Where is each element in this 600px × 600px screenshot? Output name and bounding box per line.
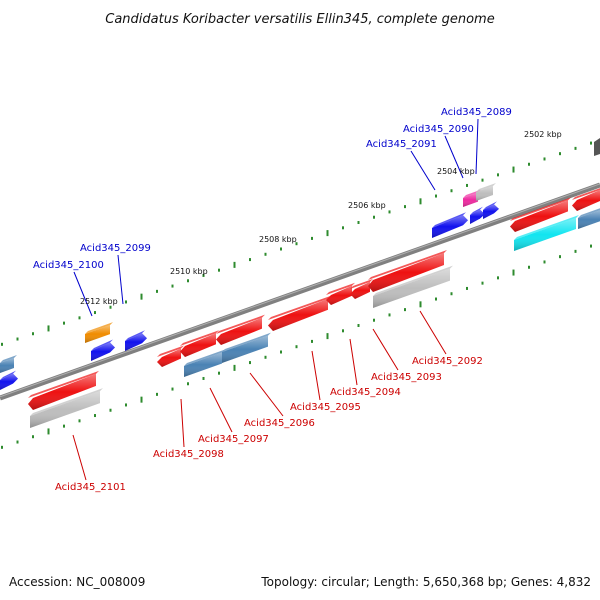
gene-acid345-2089[interactable]	[476, 182, 496, 201]
gene-label-acid345-2092[interactable]: Acid345_2092	[412, 356, 483, 367]
gene-label-acid345-2099[interactable]: Acid345_2099	[80, 243, 151, 254]
tick-dots	[1, 141, 592, 449]
gene-label-acid345-2090[interactable]: Acid345_2090	[403, 124, 474, 135]
gene-label-acid345-2093[interactable]: Acid345_2093	[371, 372, 442, 383]
leader-line	[475, 118, 479, 175]
gene-right-red-2[interactable]	[572, 187, 600, 211]
leader-line	[209, 387, 233, 433]
backbone-highlight	[0, 183, 600, 398]
gene-label-acid345-2098[interactable]: Acid345_2098	[153, 449, 224, 460]
gene-acid345-2095[interactable]	[268, 295, 331, 331]
gene-acid345-2097-steel[interactable]	[184, 349, 225, 377]
leader-line	[72, 434, 87, 481]
gene-label-acid345-2094[interactable]: Acid345_2094	[330, 387, 401, 398]
leader-line	[349, 338, 358, 386]
leader-line	[117, 254, 124, 305]
leader-line	[419, 310, 447, 355]
gene-acid345-2101[interactable]	[28, 370, 99, 410]
backbone-line	[0, 182, 600, 401]
leader-line	[444, 135, 464, 179]
gene-label-acid345-2100[interactable]: Acid345_2100	[33, 260, 104, 271]
tick-label-2504: 2504 kbp	[437, 167, 475, 176]
gene-acid345-2090-b[interactable]	[470, 206, 485, 224]
gene-acid345-2099-a[interactable]	[91, 339, 115, 361]
gene-acid345-2100[interactable]	[85, 322, 113, 343]
gene-left-blue[interactable]	[0, 370, 18, 390]
label-leaders	[72, 118, 479, 481]
gene-label-acid345-2091[interactable]: Acid345_2091	[366, 139, 437, 150]
gene-right-steel[interactable]	[578, 207, 600, 229]
accession-text: Accession: NC_008009	[9, 575, 145, 589]
leader-line	[311, 350, 321, 401]
leader-line	[249, 372, 284, 417]
backbone-track	[0, 138, 600, 401]
gene-acid345-2091[interactable]	[432, 212, 468, 238]
leader-line	[410, 150, 436, 191]
gene-acid345-2096-steel[interactable]	[222, 332, 271, 363]
gene-acid345-2093[interactable]	[350, 278, 373, 299]
leader-line	[372, 328, 399, 371]
gene-acid345-2092[interactable]	[368, 250, 447, 292]
tick-label-2506: 2506 kbp	[348, 201, 386, 210]
gene-label-acid345-2095[interactable]: Acid345_2095	[290, 402, 361, 413]
leader-line	[73, 271, 93, 317]
gene-acid345-2098[interactable]	[157, 345, 184, 367]
gene-acid345-2101-grey[interactable]	[30, 388, 103, 428]
gene-acid345-2092-grey[interactable]	[373, 265, 453, 308]
gene-right-cyan[interactable]	[514, 214, 579, 251]
gene-label-acid345-2096[interactable]: Acid345_2096	[244, 418, 315, 429]
gene-acid345-2097[interactable]	[180, 330, 219, 357]
gene-acid345-2099-b[interactable]	[125, 330, 147, 351]
tick-label-2512: 2512 kbp	[80, 297, 118, 306]
offscreen-feature	[594, 138, 600, 156]
gene-acid345-2096[interactable]	[216, 314, 265, 345]
map-title: Candidatus Koribacter versatilis Ellin34…	[105, 12, 494, 27]
gene-acid345-2090[interactable]	[483, 201, 499, 219]
gene-label-acid345-2101[interactable]: Acid345_2101	[55, 482, 126, 493]
tick-label-2510: 2510 kbp	[170, 267, 208, 276]
tick-label-2502: 2502 kbp	[524, 130, 562, 139]
gene-features	[0, 182, 600, 428]
tick-label-2508: 2508 kbp	[259, 235, 297, 244]
gene-label-acid345-2089[interactable]: Acid345_2089	[441, 107, 512, 118]
gene-left-steel[interactable]	[0, 355, 17, 373]
topology-summary: Topology: circular; Length: 5,650,368 bp…	[260, 575, 591, 589]
gene-acid345-2094[interactable]	[326, 282, 355, 305]
gene-label-acid345-2097[interactable]: Acid345_2097	[198, 434, 269, 445]
gene-right-red[interactable]	[510, 197, 571, 232]
leader-line	[180, 398, 185, 448]
